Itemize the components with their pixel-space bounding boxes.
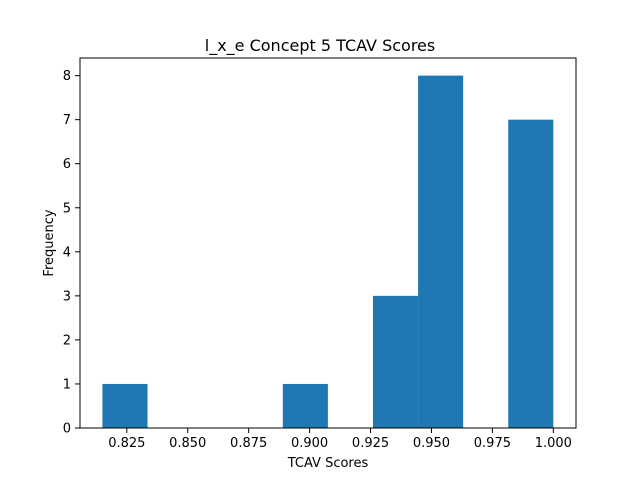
histogram-bar-0 (102, 383, 148, 428)
histogram-bar-7 (418, 75, 464, 428)
y-tick-label: 6 (63, 157, 71, 172)
y-axis-label: Frequency (42, 209, 57, 276)
histogram-bar-4 (282, 383, 328, 428)
y-axis-ticks: 0 1 2 3 4 5 6 7 8 (63, 69, 80, 437)
bars-group (102, 75, 554, 429)
y-tick-label: 5 (63, 201, 71, 216)
y-tick-label: 7 (63, 113, 71, 128)
y-tick-label: 1 (63, 377, 71, 392)
histogram-bar-9 (508, 119, 554, 429)
y-tick-label: 4 (63, 245, 71, 260)
y-tick-label: 2 (63, 333, 71, 348)
y-tick-label: 3 (63, 289, 71, 304)
x-axis-label: TCAV Scores (287, 456, 369, 471)
x-tick-label: 0.900 (291, 436, 328, 451)
x-tick-label: 0.850 (169, 436, 206, 451)
x-tick-label: 0.975 (474, 436, 511, 451)
x-tick-label: 0.825 (108, 436, 145, 451)
histogram-bar-6 (372, 295, 419, 428)
x-axis-ticks: 0.825 0.850 0.875 0.900 0.925 0.950 0.975 1.000 (108, 428, 572, 451)
plot-frame (79, 57, 577, 429)
x-tick-label: 0.875 (230, 436, 267, 451)
chart-title: l_x_e Concept 5 TCAV Scores (205, 36, 435, 56)
y-tick-label: 8 (63, 69, 71, 84)
x-tick-label: 0.925 (352, 436, 389, 451)
x-tick-label: 1.000 (535, 436, 572, 451)
x-tick-label: 0.950 (413, 436, 450, 451)
y-tick-label: 0 (63, 422, 71, 437)
